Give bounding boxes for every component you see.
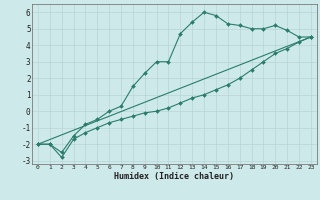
X-axis label: Humidex (Indice chaleur): Humidex (Indice chaleur) bbox=[115, 172, 234, 181]
